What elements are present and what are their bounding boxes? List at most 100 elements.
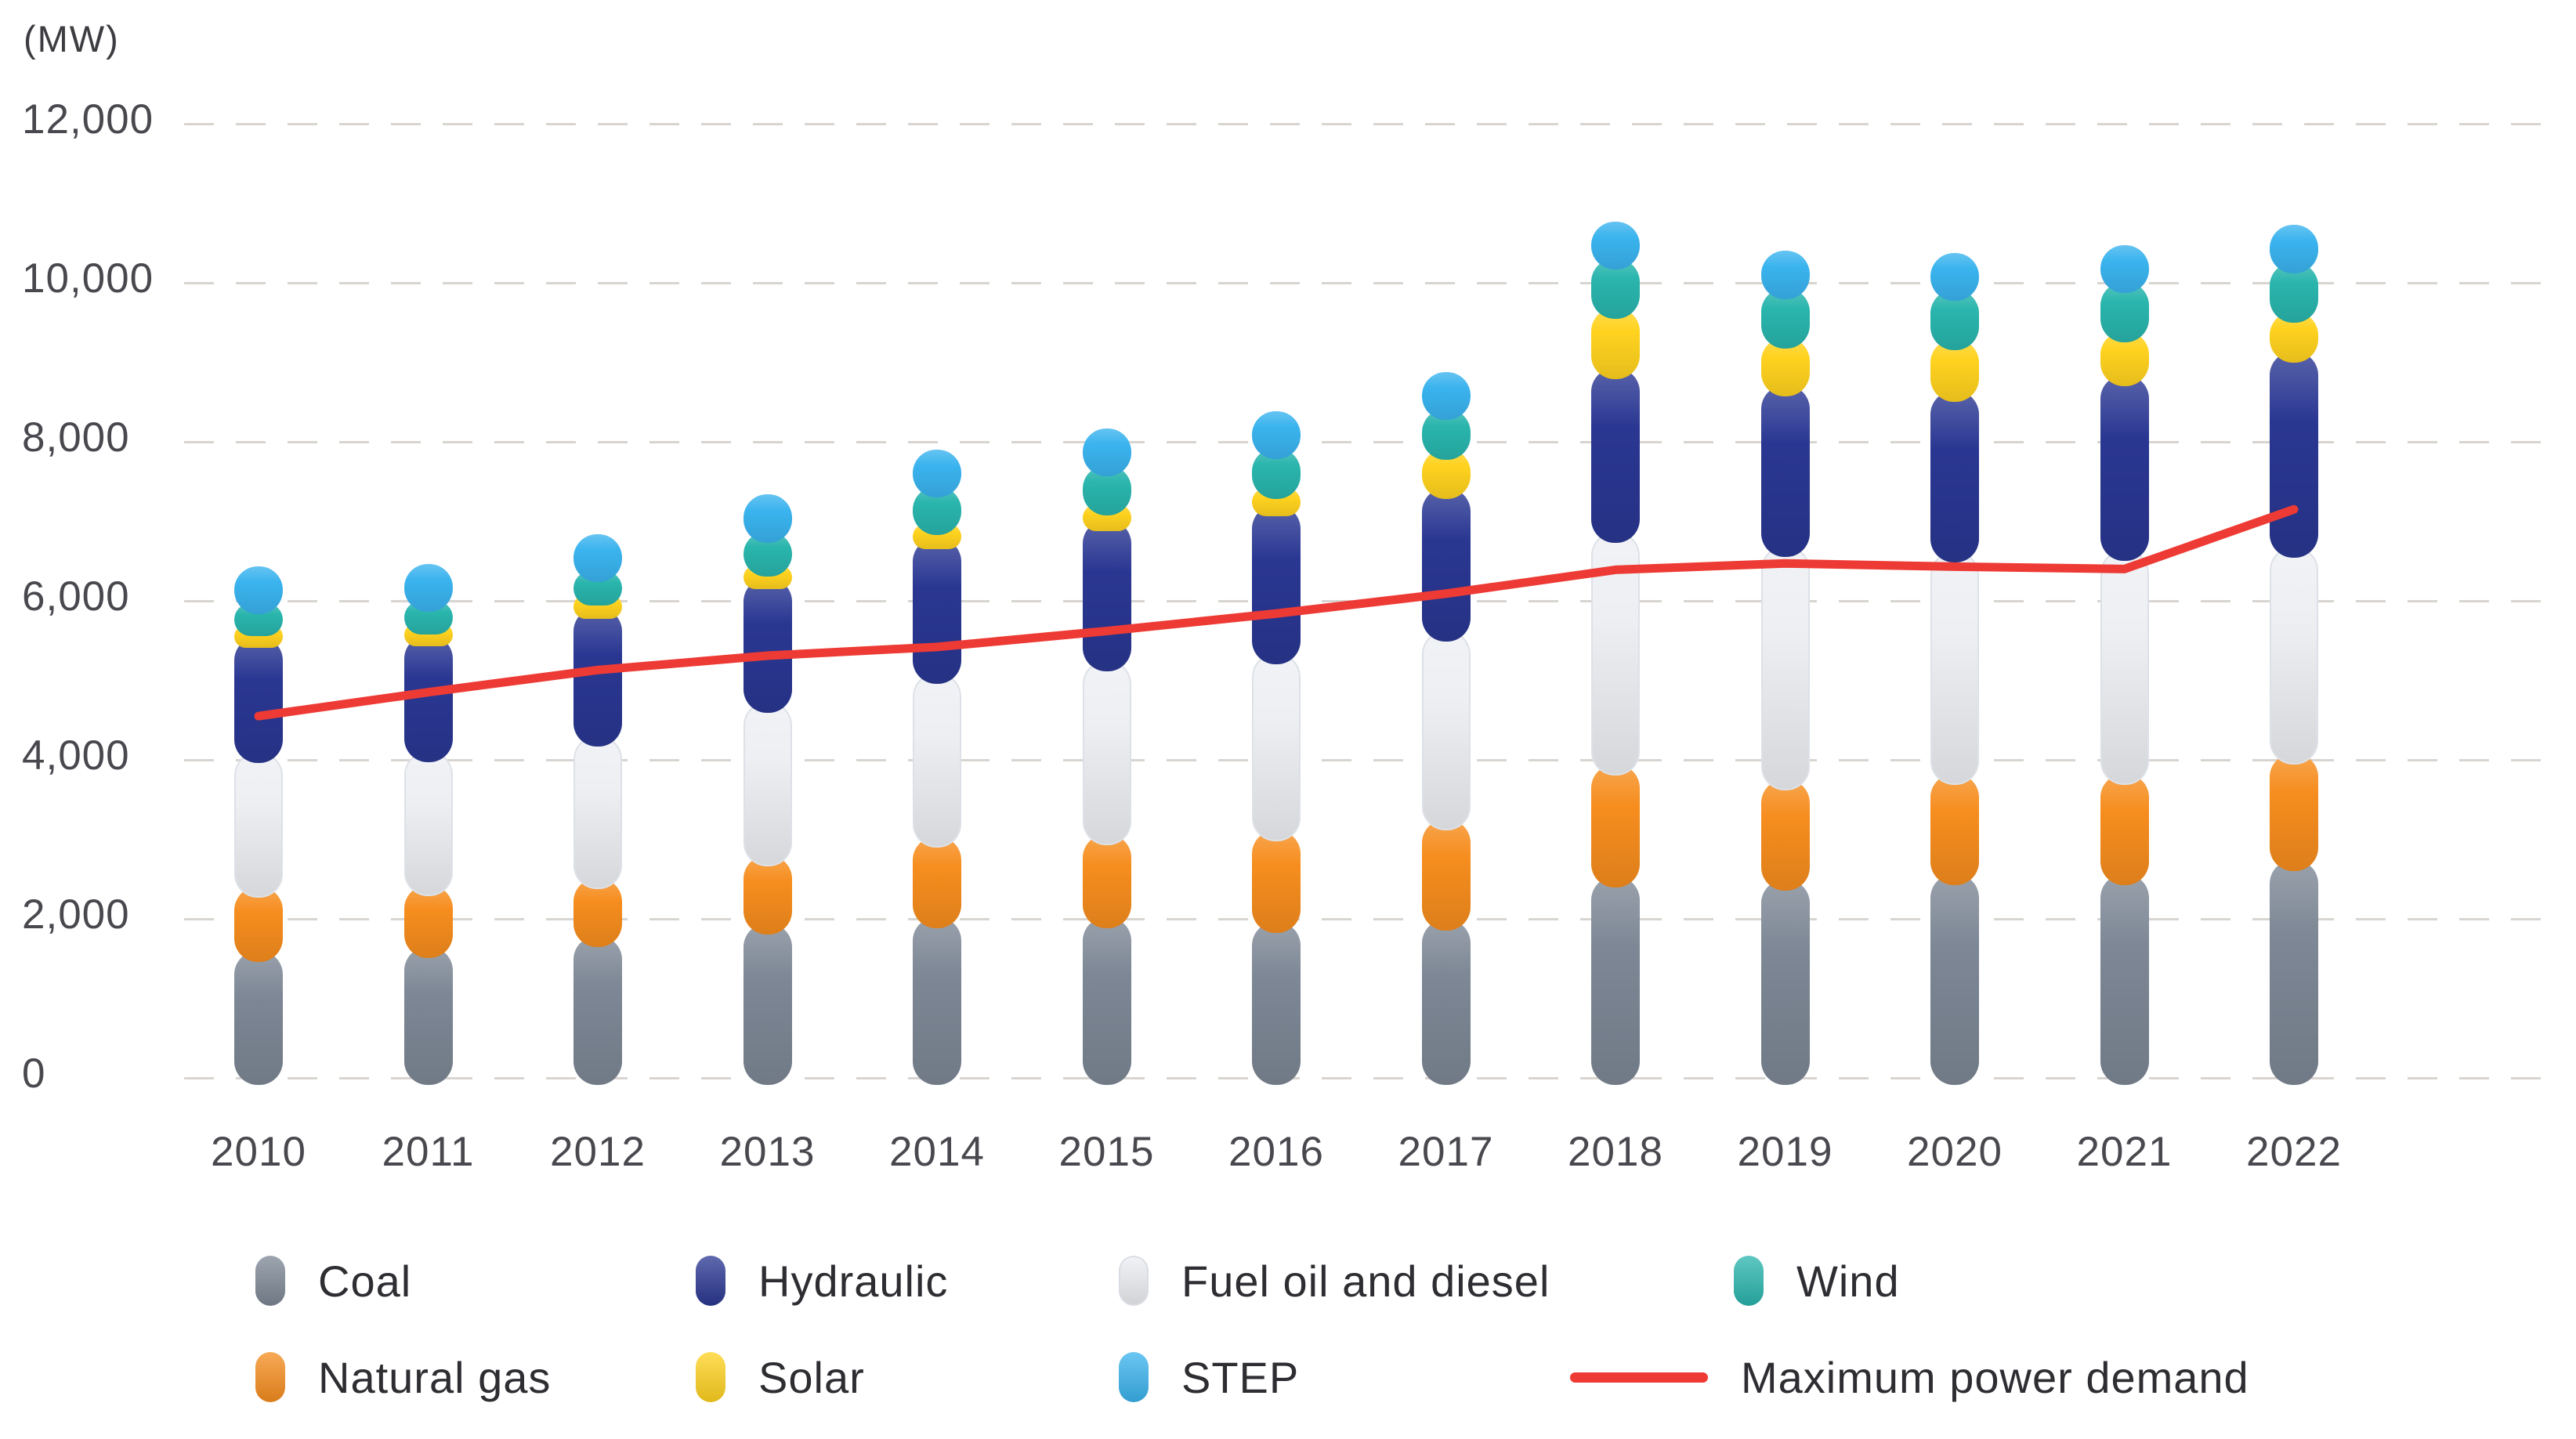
bar-segment-2011-hydraulic [403,635,453,762]
legend-item-coal: Coal [255,1256,411,1306]
legend-label: Hydraulic [758,1256,949,1306]
bar-segment-2015-step [1082,428,1131,477]
y-tick-label-10000: 10,000 [22,255,154,302]
bar-segment-2022-fuel-oil-and-diesel [2270,546,2318,765]
bar-segment-2021-hydraulic [2100,374,2149,562]
bar-segment-2021-step [2100,244,2149,293]
bar-segment-2014-hydraulic [913,537,961,685]
legend-chip-fuel-oil-and-diesel [1119,1256,1149,1306]
bar-segment-2010-hydraulic [234,636,283,763]
bar-segment-2019-step [1760,251,1810,299]
y-tick-label-8000: 8,000 [22,414,130,461]
legend-chip-coal [255,1256,285,1306]
bar-segment-2010-step [234,566,283,615]
bar-segment-2017-hydraulic [1421,488,1471,642]
legend-label: Maximum power demand [1741,1352,2249,1402]
bar-segment-2020-fuel-oil-and-diesel [1930,551,1979,786]
legend-line-swatch [1570,1372,1708,1383]
bar-segment-2016-hydraulic [1252,504,1301,665]
bar-segment-2012-fuel-oil-and-diesel [573,735,622,890]
bar-segment-2016-natural-gas [1252,830,1301,934]
bar-segment-2022-coal [2270,859,2318,1085]
bar-segment-2021-natural-gas [2100,774,2149,886]
bar-segment-2014-step [913,449,961,497]
gridline-12000 [184,122,2560,125]
legend-item-wind: Wind [1734,1256,1900,1306]
bar-segment-2015-natural-gas [1082,833,1131,928]
bar-segment-2010-coal [234,950,283,1085]
gridline-10000 [184,281,2560,284]
gridline-8000 [184,440,2560,443]
legend-chip-step [1119,1352,1149,1402]
legend-label: Natural gas [318,1352,552,1402]
legend-chip-solar [696,1352,725,1402]
x-tick-label-2015: 2015 [1058,1129,1155,1175]
legend-item-solar: Solar [696,1352,865,1402]
bar-segment-2018-hydraulic [1591,368,1640,544]
bar-segment-2016-wind [1252,448,1301,499]
bar-segment-2016-fuel-oil-and-diesel [1252,653,1301,842]
legend-label: Fuel oil and diesel [1181,1256,1550,1306]
bar-segment-2019-fuel-oil-and-diesel [1760,546,1810,791]
bar-segment-2020-hydraulic [1930,391,1979,563]
bar-segment-2019-hydraulic [1760,385,1810,558]
legend-item-fuel-oil-and-diesel: Fuel oil and diesel [1119,1256,1550,1306]
x-tick-label-2018: 2018 [1568,1129,1663,1175]
legend-label: Wind [1796,1256,1900,1306]
legend-chip-natural-gas [255,1352,285,1402]
bar-segment-2021-fuel-oil-and-diesel [2100,550,2149,786]
bar-segment-2021-coal [2100,874,2149,1085]
bar-segment-2012-step [573,534,622,583]
bar-segment-2020-coal [1930,874,1979,1085]
legend-chip-wind [1734,1256,1764,1306]
x-tick-label-2021: 2021 [2076,1129,2173,1175]
bar-segment-2011-fuel-oil-and-diesel [403,750,453,897]
bar-segment-2019-wind [1760,287,1810,349]
bar-segment-2016-coal [1252,922,1301,1085]
bar-segment-2018-coal [1591,877,1640,1085]
legend-label: Coal [318,1256,412,1306]
legend-label: STEP [1181,1352,1300,1402]
bar-segment-2022-step [2270,225,2318,273]
x-tick-label-2019: 2019 [1737,1129,1833,1175]
bar-segment-2016-step [1252,410,1301,460]
y-tick-label-0: 0 [22,1050,46,1097]
bar-segment-2013-coal [743,924,792,1085]
bar-segment-2019-coal [1760,880,1810,1085]
bar-segment-2014-coal [913,917,961,1085]
bar-segment-2017-coal [1421,920,1471,1085]
bar-segment-2013-step [743,494,792,543]
bar-segment-2022-natural-gas [2270,753,2318,871]
y-tick-label-4000: 4,000 [22,732,130,779]
x-tick-label-2014: 2014 [889,1129,985,1175]
bar-segment-2015-hydraulic [1082,519,1131,672]
bar-segment-2022-hydraulic [2270,351,2318,558]
bar-segment-2011-natural-gas [403,885,453,958]
y-tick-label-2000: 2,000 [22,891,130,938]
bar-segment-2010-fuel-oil-and-diesel [234,751,283,898]
bar-segment-2015-coal [1082,917,1131,1085]
x-tick-label-2011: 2011 [382,1129,475,1175]
x-tick-label-2012: 2012 [550,1129,646,1175]
legend-chip-hydraulic [696,1256,725,1306]
bar-segment-2014-natural-gas [913,837,961,928]
x-tick-label-2010: 2010 [211,1129,306,1175]
bar-segment-2011-coal [403,946,453,1085]
legend-item-natural-gas: Natural gas [255,1352,551,1402]
bar-segment-2017-step [1421,371,1471,420]
bar-segment-2015-fuel-oil-and-diesel [1082,660,1131,845]
bar-segment-2012-hydraulic [573,608,622,747]
bar-segment-2020-solar [1930,339,1979,403]
legend-item-step: STEP [1119,1352,1299,1402]
bar-segment-2013-natural-gas [743,855,792,935]
x-tick-label-2020: 2020 [1907,1129,2003,1175]
bar-segment-2012-coal [573,936,622,1085]
bar-segment-2013-fuel-oil-and-diesel [743,701,792,866]
bar-segment-2020-natural-gas [1930,774,1979,886]
y-tick-label-6000: 6,000 [22,573,130,620]
bar-segment-2017-natural-gas [1421,819,1471,931]
gridline-0 [184,1076,2560,1079]
bar-segment-2012-natural-gas [573,878,622,948]
gridline-6000 [184,599,2560,602]
